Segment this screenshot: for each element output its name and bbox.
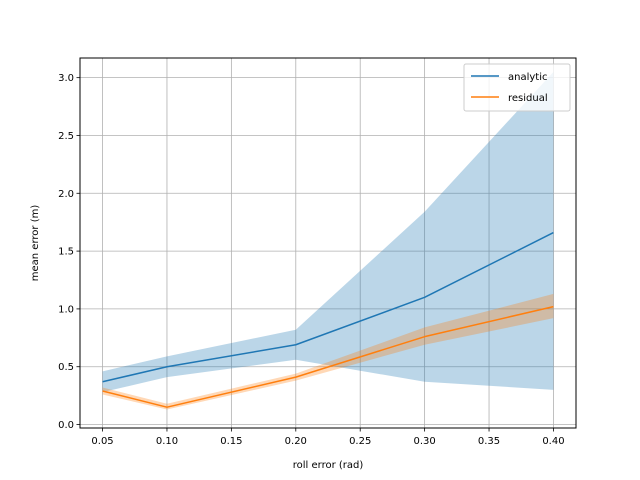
y-tick-label-3: 1.5 — [58, 247, 74, 258]
x-tick-label-6: 0.35 — [478, 436, 500, 447]
y-tick-label-6: 3.0 — [58, 73, 74, 84]
y-tick-label-0: 0.0 — [58, 420, 74, 431]
y-tick-label-5: 2.5 — [58, 131, 74, 142]
x-tick-label-2: 0.15 — [220, 436, 242, 447]
legend-label-residual: residual — [508, 93, 548, 104]
x-tick-label-4: 0.25 — [349, 436, 371, 447]
y-tick-label-2: 1.0 — [58, 304, 74, 315]
y-tick-label-1: 0.5 — [58, 362, 74, 373]
line-analytic — [102, 231, 554, 383]
x-axis-label: roll error (rad) — [293, 460, 364, 471]
x-axis-ticks: 0.05 0.10 0.15 0.20 0.25 0.30 0.35 0.40 — [91, 428, 565, 447]
confidence-bands — [102, 71, 554, 410]
x-tick-label-0: 0.05 — [91, 436, 113, 447]
x-tick-label-7: 0.40 — [542, 436, 564, 447]
legend-label-analytic: analytic — [508, 72, 548, 83]
x-tick-label-1: 0.10 — [156, 436, 178, 447]
x-tick-label-3: 0.20 — [285, 436, 307, 447]
y-axis-label: mean error (m) — [30, 205, 41, 282]
x-tick-label-5: 0.30 — [413, 436, 435, 447]
y-axis-ticks: 0.0 0.5 1.0 1.5 2.0 2.5 3.0 — [58, 73, 80, 431]
line-residual — [102, 305, 554, 408]
plot-area-frame — [79, 57, 577, 429]
y-tick-label-4: 2.0 — [58, 189, 74, 200]
series-lines — [102, 231, 554, 408]
legend: analytic residual — [463, 63, 571, 112]
band-analytic — [102, 71, 554, 393]
